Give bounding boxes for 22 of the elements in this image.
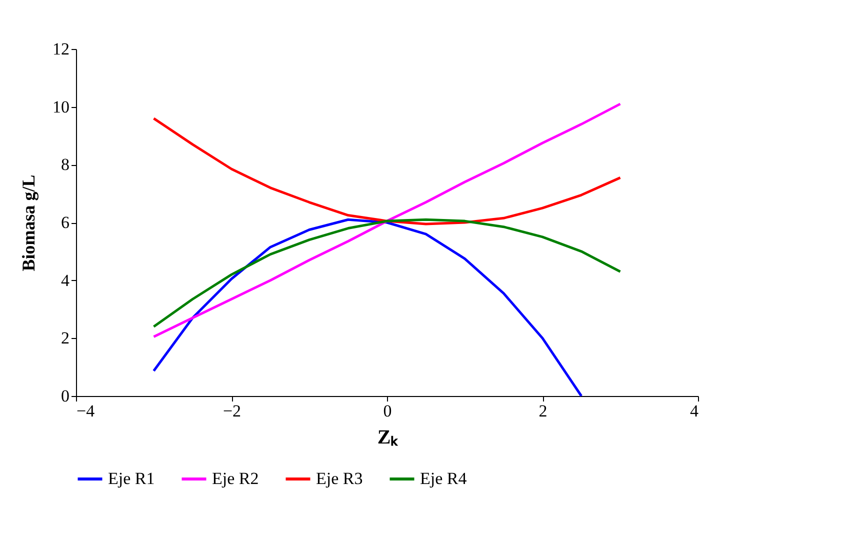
y-tick-label: 4 [61,270,70,290]
y-axis-title: Biomasa g/L [18,174,38,272]
legend-label: Eje R1 [108,469,155,488]
x-tick-label: 0 [383,402,392,420]
x-axis-title: Zₖ [377,426,399,448]
y-tick-label: 8 [61,155,70,174]
y-tick-label: 12 [52,40,70,58]
legend-label: Eje R4 [420,469,468,488]
x-tick-label: 2 [538,402,548,420]
y-tick-label: 6 [61,213,70,232]
x-tick-label: −2 [222,402,242,420]
y-tick-label: 2 [61,328,70,348]
line-series [152,102,622,338]
line-series [152,218,583,398]
line-series [152,117,622,226]
x-tick-label: 4 [690,402,699,420]
y-tick-label: 0 [61,386,70,406]
legend-label: Eje R3 [316,469,363,488]
line-series [152,218,622,328]
x-tick-label: −4 [76,402,96,420]
y-tick-label: 10 [52,97,70,116]
legend-label: Eje R2 [212,469,259,488]
